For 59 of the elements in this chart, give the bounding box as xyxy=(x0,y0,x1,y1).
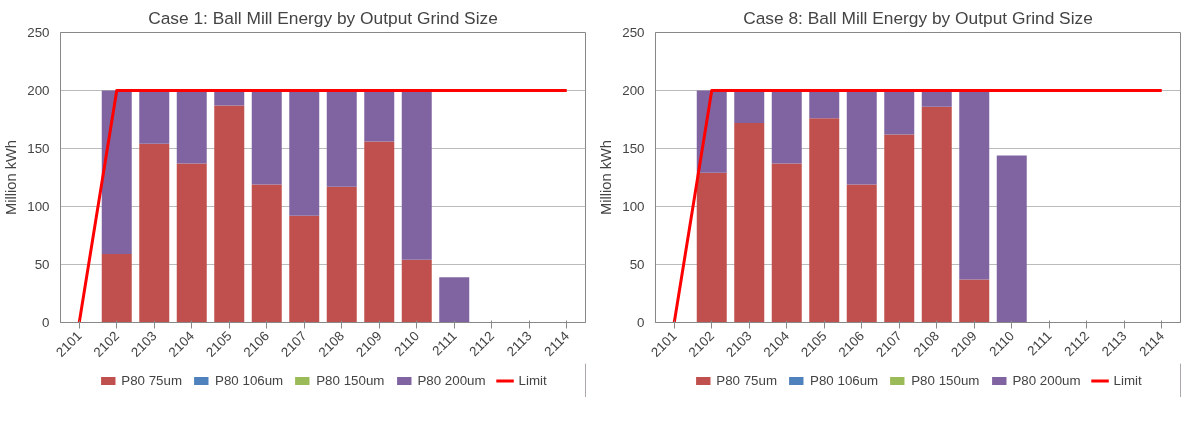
bar xyxy=(884,90,915,135)
bar xyxy=(734,122,765,323)
bar xyxy=(959,279,990,323)
chart-title: Case 8: Ball Mill Energy by Output Grind Size xyxy=(743,7,1093,28)
y-tick-label: 200 xyxy=(622,83,645,98)
y-tick-label: 0 xyxy=(42,315,50,330)
y-tick-label: 250 xyxy=(27,25,50,40)
bar xyxy=(959,90,990,280)
y-tick-label: 150 xyxy=(27,141,50,156)
legend-label: Limit xyxy=(518,372,547,388)
legend-label: P80 150um xyxy=(316,372,385,388)
bar xyxy=(809,90,840,119)
bar xyxy=(251,90,282,185)
bar xyxy=(364,141,395,323)
chart-title: Case 1: Ball Mill Energy by Output Grind Size xyxy=(148,7,498,28)
bar xyxy=(996,155,1027,323)
bar xyxy=(176,163,207,323)
bar xyxy=(176,90,207,164)
bar xyxy=(439,277,470,323)
bar xyxy=(364,90,395,142)
bar xyxy=(251,184,282,323)
bar xyxy=(139,90,170,144)
y-tick-label: 150 xyxy=(622,141,645,156)
bar xyxy=(289,90,320,216)
y-tick-label: 100 xyxy=(27,199,50,214)
bar xyxy=(101,254,132,323)
bar xyxy=(401,90,432,260)
legend-label: P80 200um xyxy=(417,372,486,388)
bar xyxy=(214,105,245,323)
bar xyxy=(771,163,802,323)
y-tick-label: 250 xyxy=(622,25,645,40)
bar xyxy=(846,184,877,323)
bar xyxy=(326,186,357,323)
y-tick-label: 0 xyxy=(637,315,645,330)
bar xyxy=(326,90,357,187)
y-tick-label: 50 xyxy=(629,257,645,272)
legend-label: P80 75um xyxy=(716,372,778,388)
legend-label: P80 200um xyxy=(1012,372,1081,388)
legend-label: P80 75um xyxy=(121,372,183,388)
bar xyxy=(696,172,727,323)
legend-label: Limit xyxy=(1113,372,1142,388)
legend-label: P80 106um xyxy=(215,372,284,388)
y-axis-title: Million kWh xyxy=(3,140,20,215)
bar xyxy=(809,118,840,323)
bar xyxy=(771,90,802,164)
bar xyxy=(139,143,170,323)
bar xyxy=(734,90,765,123)
legend-label: P80 150um xyxy=(911,372,980,388)
y-tick-label: 50 xyxy=(34,257,50,272)
bar xyxy=(921,106,952,323)
bar xyxy=(846,90,877,185)
y-tick-label: 100 xyxy=(622,199,645,214)
bar xyxy=(289,215,320,323)
bar xyxy=(401,259,432,323)
y-axis-title: Million kWh xyxy=(598,140,615,215)
y-tick-label: 200 xyxy=(27,83,50,98)
legend-label: P80 106um xyxy=(810,372,879,388)
bar xyxy=(101,90,132,255)
bar xyxy=(884,134,915,323)
